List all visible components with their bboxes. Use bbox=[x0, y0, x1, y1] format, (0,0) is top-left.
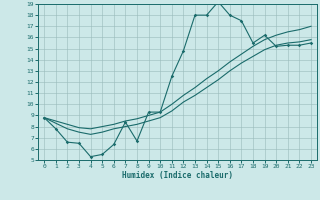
X-axis label: Humidex (Indice chaleur): Humidex (Indice chaleur) bbox=[122, 171, 233, 180]
